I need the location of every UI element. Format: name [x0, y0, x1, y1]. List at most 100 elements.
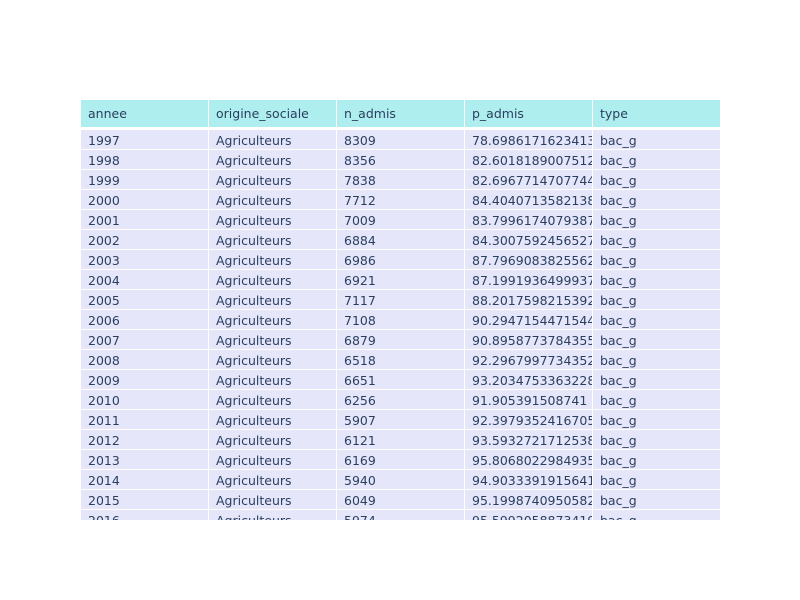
- cell-type: bac_g: [593, 250, 720, 270]
- cell-n-admis: 6121: [337, 430, 465, 450]
- cell-type: bac_g: [593, 450, 720, 470]
- data-table-body[interactable]: 1997 Agriculteurs 8309 78.6986171623413 bac_…: [81, 130, 721, 520]
- cell-n-admis: 7117: [337, 290, 465, 310]
- table-row: 2007 Agriculteurs 6879 90.8958773784355 bac_…: [81, 330, 721, 350]
- table-row: 2016Agriculteurs597495.5992058873419bac_…: [81, 510, 721, 520]
- cell-origine-sociale: Agriculteurs: [209, 430, 337, 450]
- cell-n-admis: 7838: [337, 170, 465, 190]
- table-row: 2004 Agriculteurs 6921 87.1991936499937 bac_…: [81, 270, 721, 290]
- cell-origine-sociale: Agriculteurs: [209, 290, 337, 310]
- cell-p-admis: 88.2017598215392: [465, 290, 593, 310]
- cell-origine-sociale: Agriculteurs: [209, 470, 337, 490]
- cell-annee: 2003: [81, 250, 209, 270]
- header-row: annee origine_sociale n_admis p_admis ty…: [81, 100, 721, 128]
- cell-type: bac_g: [593, 290, 720, 310]
- cell-annee: 2009: [81, 370, 209, 390]
- cell-n-admis: 6884: [337, 230, 465, 250]
- cell-origine-sociale: Agriculteurs: [209, 150, 337, 170]
- cell-annee: 2012: [81, 430, 209, 450]
- cell-origine-sociale: Agriculteurs: [209, 270, 337, 290]
- cell-p-admis: 87.7969083825562: [465, 250, 593, 270]
- cell-type: bac_g: [593, 390, 720, 410]
- cell-n-admis: 6518: [337, 350, 465, 370]
- cell-type: bac_g: [593, 130, 720, 150]
- cell-p-admis: 93.5932721712538: [465, 430, 593, 450]
- cell-p-admis: 90.8958773784355: [465, 330, 593, 350]
- cell-p-admis: 95.5992058873419: [465, 510, 593, 520]
- cell-n-admis: 6879: [337, 330, 465, 350]
- cell-type: bac_g: [593, 370, 720, 390]
- table-row: 1999 Agriculteurs 7838 82.6967714707744 bac_…: [81, 170, 721, 190]
- cell-p-admis: 94.9033391915641: [465, 470, 593, 490]
- cell-n-admis: 5907: [337, 410, 465, 430]
- table-row: 2001 Agriculteurs 7009 83.7996174079387 bac_…: [81, 210, 721, 230]
- table-row: 2010 Agriculteurs 6256 91.905391508741 bac_g: [81, 390, 721, 410]
- cell-origine-sociale: Agriculteurs: [209, 370, 337, 390]
- cell-annee: 2005: [81, 290, 209, 310]
- cell-origine-sociale: Agriculteurs: [209, 450, 337, 470]
- cell-p-admis: 84.3007592456527: [465, 230, 593, 250]
- cell-annee: 1997: [81, 130, 209, 150]
- cell-origine-sociale: Agriculteurs: [209, 190, 337, 210]
- cell-n-admis: 6049: [337, 490, 465, 510]
- cell-p-admis: 78.6986171623413: [465, 130, 593, 150]
- table-row: 2014 Agriculteurs 5940 94.9033391915641 bac_…: [81, 470, 721, 490]
- cell-type: bac_g: [593, 510, 720, 520]
- cell-annee: 2016: [81, 510, 209, 520]
- cell-type: bac_g: [593, 170, 720, 190]
- cell-p-admis: 87.1991936499937: [465, 270, 593, 290]
- cell-type: bac_g: [593, 310, 720, 330]
- table-row: 2005 Agriculteurs 7117 88.2017598215392 bac_…: [81, 290, 721, 310]
- cell-type: bac_g: [593, 350, 720, 370]
- cell-origine-sociale: Agriculteurs: [209, 390, 337, 410]
- cell-origine-sociale: Agriculteurs: [209, 210, 337, 230]
- cell-type: bac_g: [593, 490, 720, 510]
- table-row: 2002 Agriculteurs 6884 84.3007592456527 bac_…: [81, 230, 721, 250]
- cell-type: bac_g: [593, 190, 720, 210]
- cell-type: bac_g: [593, 230, 720, 250]
- cell-annee: 2000: [81, 190, 209, 210]
- cell-origine-sociale: Agriculteurs: [209, 170, 337, 190]
- cell-annee: 2010: [81, 390, 209, 410]
- cell-p-admis: 92.3979352416705: [465, 410, 593, 430]
- table-row: 1997 Agriculteurs 8309 78.6986171623413 bac_…: [81, 130, 721, 150]
- cell-p-admis: 83.7996174079387: [465, 210, 593, 230]
- cell-annee: 2001: [81, 210, 209, 230]
- cell-origine-sociale: Agriculteurs: [209, 250, 337, 270]
- table-row: 2013 Agriculteurs 6169 95.8068022984935 bac_…: [81, 450, 721, 470]
- cell-annee: 2011: [81, 410, 209, 430]
- cell-p-admis: 92.2967997734352: [465, 350, 593, 370]
- table-row: 2003 Agriculteurs 6986 87.7969083825562 bac_…: [81, 250, 721, 270]
- cell-n-admis: 6986: [337, 250, 465, 270]
- cell-origine-sociale: Agriculteurs: [209, 410, 337, 430]
- table-row: 2006 Agriculteurs 7108 90.2947154471544 bac_…: [81, 310, 721, 330]
- cell-n-admis: 8356: [337, 150, 465, 170]
- cell-origine-sociale: Agriculteurs: [209, 510, 337, 520]
- table-row: 1998 Agriculteurs 8356 82.6018189007512 bac_…: [81, 150, 721, 170]
- cell-origine-sociale: Agriculteurs: [209, 350, 337, 370]
- table-row: 2011 Agriculteurs 5907 92.3979352416705 bac_…: [81, 410, 721, 430]
- cell-type: bac_g: [593, 410, 720, 430]
- cell-type: bac_g: [593, 330, 720, 350]
- cell-annee: 1998: [81, 150, 209, 170]
- cell-annee: 1999: [81, 170, 209, 190]
- cell-type: bac_g: [593, 470, 720, 490]
- cell-p-admis: 84.4040713582138: [465, 190, 593, 210]
- header-origine-sociale: origine_sociale: [209, 100, 337, 128]
- cell-n-admis: 5940: [337, 470, 465, 490]
- header-n-admis: n_admis: [337, 100, 465, 128]
- cell-origine-sociale: Agriculteurs: [209, 490, 337, 510]
- table-row: 2012 Agriculteurs 6121 93.5932721712538 bac_…: [81, 430, 721, 450]
- table-row: 2008 Agriculteurs 6518 92.2967997734352 bac_…: [81, 350, 721, 370]
- header-type: type: [593, 100, 720, 128]
- table-row: 2015 Agriculteurs 6049 95.1998740950582 bac_…: [81, 490, 721, 510]
- cell-p-admis: 82.6967714707744: [465, 170, 593, 190]
- cell-n-admis: 7108: [337, 310, 465, 330]
- cell-n-admis: 6169: [337, 450, 465, 470]
- cell-n-admis: 6256: [337, 390, 465, 410]
- cell-type: bac_g: [593, 430, 720, 450]
- cell-origine-sociale: Agriculteurs: [209, 310, 337, 330]
- cell-annee: 2004: [81, 270, 209, 290]
- cell-annee: 2008: [81, 350, 209, 370]
- data-table-header: annee origine_sociale n_admis p_admis ty…: [81, 100, 721, 128]
